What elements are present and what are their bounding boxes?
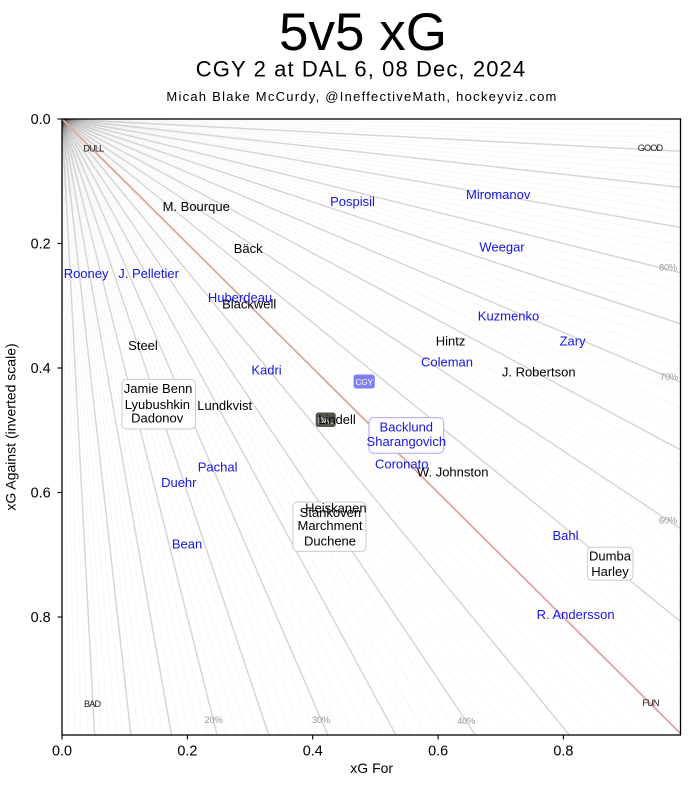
svg-text:0.0: 0.0 [52, 744, 72, 760]
svg-text:Huberdeau: Huberdeau [208, 290, 272, 305]
svg-text:BAD: BAD [84, 699, 102, 709]
svg-text:Duehr: Duehr [161, 475, 197, 490]
svg-text:Micah Blake McCurdy, @Ineffect: Micah Blake McCurdy, @IneffectiveMath, h… [166, 89, 557, 104]
svg-text:Harley: Harley [591, 564, 629, 579]
svg-text:J. Robertson: J. Robertson [502, 365, 576, 380]
svg-text:0.8: 0.8 [553, 744, 573, 760]
svg-text:GOOD: GOOD [638, 143, 664, 153]
svg-text:Coleman: Coleman [421, 355, 473, 370]
svg-text:xG Against (inverted scale): xG Against (inverted scale) [2, 343, 18, 510]
svg-text:Coronato: Coronato [375, 457, 428, 472]
svg-text:0.4: 0.4 [303, 744, 323, 760]
svg-text:Marchment: Marchment [297, 518, 362, 533]
svg-text:M. Bourque: M. Bourque [163, 199, 230, 214]
svg-text:Hintz: Hintz [436, 334, 466, 349]
svg-text:CGY 2 at DAL 6, 08 Dec, 2024: CGY 2 at DAL 6, 08 Dec, 2024 [196, 57, 526, 82]
svg-text:5v5 xG: 5v5 xG [279, 3, 447, 62]
svg-text:Bean: Bean [172, 537, 202, 552]
svg-text:Weegar: Weegar [479, 240, 525, 255]
svg-text:Jamie Benn: Jamie Benn [124, 381, 193, 396]
svg-text:Sharangovich: Sharangovich [367, 434, 447, 449]
svg-text:0.0: 0.0 [31, 112, 51, 128]
svg-text:Pachal: Pachal [198, 460, 238, 475]
svg-text:Lundkvist: Lundkvist [197, 398, 252, 413]
svg-text:CGY: CGY [356, 377, 374, 387]
svg-text:Dumba: Dumba [589, 549, 632, 564]
svg-text:Blackwell: Blackwell [222, 297, 276, 312]
svg-text:Kadri: Kadri [251, 363, 281, 378]
svg-text:R. Andersson: R. Andersson [537, 607, 615, 622]
svg-text:40%: 40% [457, 716, 475, 726]
svg-text:Zary: Zary [560, 334, 587, 349]
svg-text:Heiskanen: Heiskanen [305, 501, 366, 516]
svg-text:0.8: 0.8 [31, 610, 51, 626]
svg-text:Stankoven: Stankoven [300, 505, 361, 520]
svg-text:20%: 20% [204, 715, 222, 725]
svg-text:Bäck: Bäck [234, 241, 263, 256]
svg-text:FUN: FUN [642, 698, 659, 708]
svg-text:DAL: DAL [318, 415, 334, 425]
svg-text:Bahl: Bahl [552, 528, 578, 543]
svg-text:0.6: 0.6 [31, 486, 51, 502]
svg-text:Backlund: Backlund [380, 419, 433, 434]
svg-text:Rooney: Rooney [64, 266, 109, 281]
svg-text:J. Pelletier: J. Pelletier [118, 266, 179, 281]
svg-text:80%: 80% [659, 263, 677, 273]
svg-text:Pospisil: Pospisil [330, 194, 375, 209]
svg-text:Dadonov: Dadonov [131, 410, 184, 425]
svg-text:0.2: 0.2 [31, 237, 51, 253]
svg-text:0.6: 0.6 [428, 744, 448, 760]
svg-text:Duchene: Duchene [304, 533, 356, 548]
svg-text:xG For: xG For [350, 760, 393, 776]
svg-text:W. Johnston: W. Johnston [417, 465, 489, 480]
svg-text:30%: 30% [312, 715, 330, 725]
svg-text:60%: 60% [659, 516, 677, 526]
svg-text:Miromanov: Miromanov [466, 187, 531, 202]
svg-text:Kuzmenko: Kuzmenko [478, 309, 539, 324]
svg-text:DULL: DULL [83, 144, 104, 154]
svg-text:70%: 70% [660, 372, 678, 382]
svg-text:Lyubushkin: Lyubushkin [125, 397, 190, 412]
svg-text:0.2: 0.2 [177, 744, 197, 760]
svg-text:Lindell: Lindell [318, 412, 356, 427]
svg-text:0.4: 0.4 [31, 361, 51, 377]
svg-text:Steel: Steel [128, 338, 158, 353]
